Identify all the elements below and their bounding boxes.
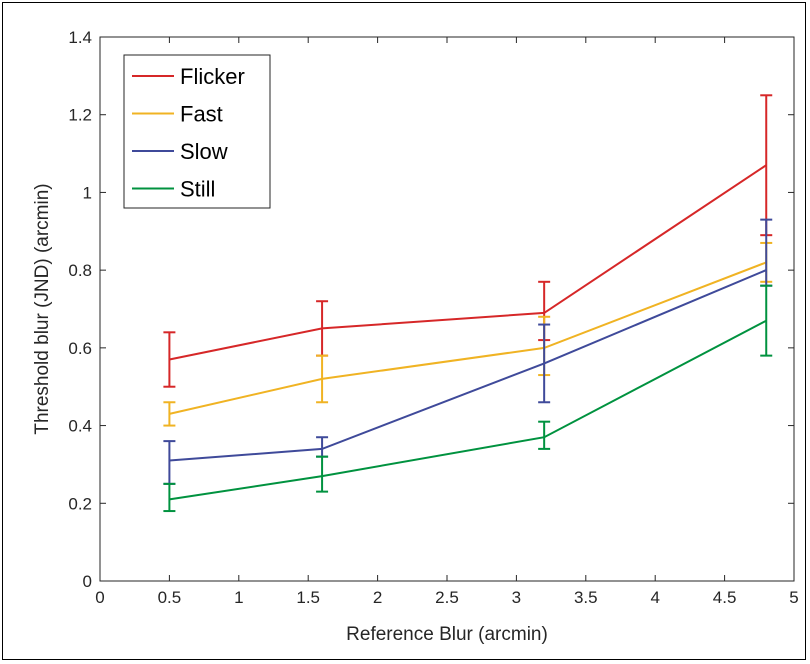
series-line-fast bbox=[169, 261, 767, 415]
series-line-still bbox=[169, 319, 767, 501]
error-bar-slow bbox=[538, 323, 551, 404]
x-axis-title: Reference Blur (arcmin) bbox=[346, 624, 548, 645]
error-bar-flicker bbox=[163, 331, 176, 388]
x-tick-label: 1.5 bbox=[296, 588, 320, 607]
x-tick-label: 4.5 bbox=[713, 588, 737, 607]
error-bar-slow bbox=[760, 218, 773, 287]
x-tick-label: 5 bbox=[789, 588, 798, 607]
legend: Flicker Fast Slow Still bbox=[123, 54, 271, 209]
legend-item-slow: Slow bbox=[132, 139, 228, 164]
error-bar-still bbox=[760, 284, 773, 357]
x-tick-label: 0 bbox=[95, 588, 104, 607]
error-bar-fast bbox=[163, 401, 176, 427]
y-axis-title: Threshold blur (JND) (arcmin) bbox=[32, 183, 53, 434]
y-tick-label: 0.2 bbox=[68, 494, 92, 513]
series-line-flicker bbox=[169, 164, 767, 361]
y-tick-label: 1 bbox=[83, 183, 92, 202]
legend-label: Still bbox=[180, 177, 215, 202]
legend-item-fast: Fast bbox=[132, 102, 223, 127]
y-tick-label: 1.4 bbox=[68, 28, 92, 47]
plot-area: 0 0.5 1 1.5 2 2.5 3 3.5 4 4.5 5 0 0.2 0.4 0.6 0.8 1 1.2 1.… bbox=[68, 28, 798, 607]
series-line-slow bbox=[169, 269, 767, 462]
legend-label: Slow bbox=[180, 139, 228, 164]
x-tick-label: 3.5 bbox=[574, 588, 598, 607]
x-tick-label: 0.5 bbox=[158, 588, 182, 607]
x-tick-label: 2.5 bbox=[435, 588, 459, 607]
y-tick-label: 0.8 bbox=[68, 261, 92, 280]
legend-label: Fast bbox=[180, 102, 223, 127]
x-tick-label: 1 bbox=[234, 588, 243, 607]
legend-label: Flicker bbox=[180, 64, 245, 89]
error-bar-slow bbox=[163, 440, 176, 485]
y-tick-label: 1.2 bbox=[68, 106, 92, 125]
x-tick-label: 2 bbox=[373, 588, 382, 607]
y-tick-label: 0 bbox=[83, 572, 92, 591]
x-tick-label: 3 bbox=[512, 588, 521, 607]
x-tick-label: 4 bbox=[650, 588, 659, 607]
y-tick-label: 0.6 bbox=[68, 339, 92, 358]
error-bar-flicker bbox=[760, 94, 773, 237]
error-bar-still bbox=[538, 420, 551, 450]
legend-box bbox=[123, 54, 271, 209]
legend-item-still: Still bbox=[132, 177, 215, 202]
error-bar-fast bbox=[316, 354, 329, 404]
error-bar-still bbox=[163, 482, 176, 513]
y-tick-label: 0.4 bbox=[68, 417, 92, 436]
legend-item-flicker: Flicker bbox=[132, 64, 245, 89]
error-bar-still bbox=[316, 455, 329, 493]
